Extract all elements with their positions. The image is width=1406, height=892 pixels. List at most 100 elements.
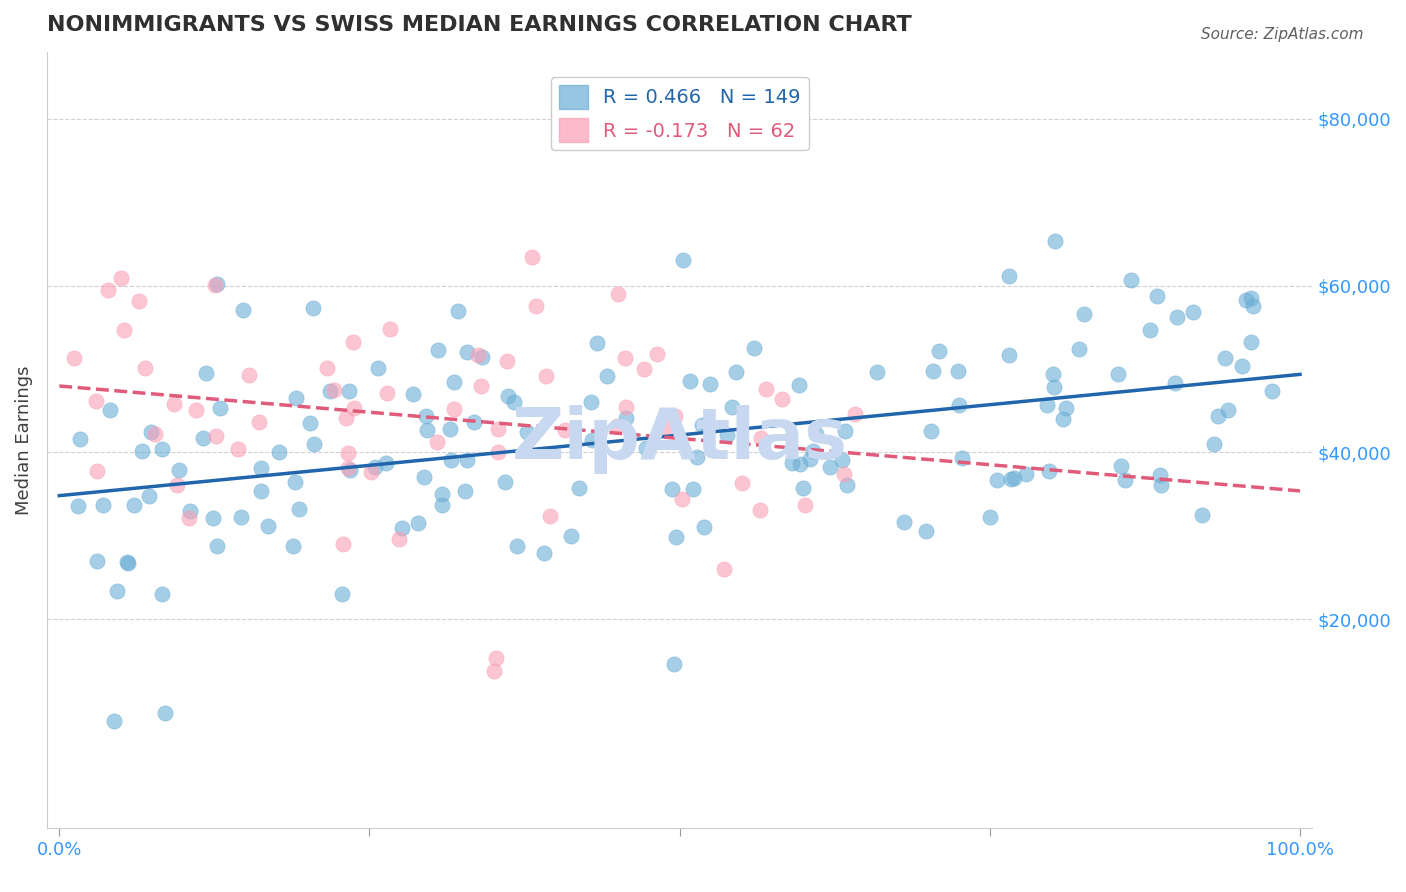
Point: [360, 466, 382, 480]
Point: [662, 657, 685, 672]
Point: [443, 402, 465, 417]
Point: [367, 361, 389, 376]
Point: [1121, 273, 1143, 287]
Point: [749, 431, 772, 445]
Point: [671, 491, 693, 506]
Point: [568, 481, 591, 495]
Point: [131, 444, 153, 458]
Point: [533, 546, 555, 560]
Point: [98, 402, 121, 417]
Point: [97, 283, 120, 297]
Point: [921, 364, 943, 378]
Point: [426, 434, 449, 449]
Point: [866, 365, 889, 379]
Point: [844, 407, 866, 421]
Point: [322, 383, 344, 397]
Point: [205, 277, 228, 291]
Point: [686, 450, 709, 465]
Legend: R = 0.466   N = 149, R = -0.173   N = 62: R = 0.466 N = 149, R = -0.173 N = 62: [551, 77, 808, 150]
Point: [915, 524, 938, 538]
Point: [502, 395, 524, 409]
Point: [520, 250, 543, 264]
Point: [467, 348, 489, 362]
Point: [232, 302, 254, 317]
Point: [1054, 401, 1077, 416]
Point: [110, 271, 132, 285]
Point: [755, 382, 778, 396]
Point: [1109, 458, 1132, 473]
Point: [614, 410, 637, 425]
Point: [950, 451, 973, 466]
Point: [696, 418, 718, 433]
Point: [606, 286, 628, 301]
Point: [998, 268, 1021, 283]
Point: [316, 361, 339, 376]
Text: NONIMMIGRANTS VS SWISS MEDIAN EARNINGS CORRELATION CHART: NONIMMIGRANTS VS SWISS MEDIAN EARNINGS C…: [46, 15, 911, 35]
Y-axis label: Median Earnings: Median Earnings: [15, 365, 32, 515]
Point: [150, 587, 173, 601]
Point: [238, 368, 260, 382]
Point: [267, 444, 290, 458]
Point: [375, 386, 398, 401]
Point: [792, 481, 814, 495]
Point: [1146, 289, 1168, 303]
Point: [430, 498, 453, 512]
Point: [665, 530, 688, 544]
Point: [186, 403, 208, 417]
Point: [614, 401, 637, 415]
Point: [534, 368, 557, 383]
Point: [281, 539, 304, 553]
Point: [1139, 323, 1161, 337]
Point: [226, 442, 249, 457]
Point: [554, 424, 576, 438]
Point: [209, 401, 232, 415]
Point: [485, 650, 508, 665]
Point: [524, 299, 547, 313]
Point: [413, 469, 436, 483]
Point: [406, 516, 429, 531]
Point: [486, 422, 509, 436]
Point: [789, 457, 811, 471]
Point: [495, 475, 517, 489]
Point: [693, 520, 716, 534]
Point: [456, 345, 478, 359]
Point: [893, 515, 915, 529]
Point: [86, 464, 108, 478]
Point: [538, 509, 561, 524]
Point: [834, 424, 856, 438]
Point: [1241, 299, 1264, 313]
Point: [378, 322, 401, 336]
Point: [179, 504, 201, 518]
Point: [336, 446, 359, 460]
Point: [285, 392, 308, 406]
Point: [330, 587, 353, 601]
Point: [128, 293, 150, 308]
Point: [150, 442, 173, 456]
Point: [986, 473, 1008, 487]
Point: [634, 441, 657, 455]
Point: [402, 387, 425, 401]
Point: [1166, 310, 1188, 324]
Point: [948, 398, 970, 412]
Point: [1240, 291, 1263, 305]
Point: [831, 452, 853, 467]
Point: [1149, 468, 1171, 483]
Point: [336, 461, 359, 475]
Point: [1191, 508, 1213, 522]
Point: [339, 463, 361, 477]
Point: [1234, 293, 1257, 307]
Point: [1042, 367, 1064, 381]
Point: [387, 532, 409, 546]
Point: [579, 395, 602, 409]
Point: [835, 478, 858, 492]
Point: [1202, 437, 1225, 451]
Point: [742, 342, 765, 356]
Point: [103, 714, 125, 728]
Point: [302, 301, 325, 316]
Point: [1216, 403, 1239, 417]
Point: [482, 665, 505, 679]
Point: [801, 443, 824, 458]
Point: [337, 384, 360, 398]
Point: [440, 452, 463, 467]
Point: [201, 511, 224, 525]
